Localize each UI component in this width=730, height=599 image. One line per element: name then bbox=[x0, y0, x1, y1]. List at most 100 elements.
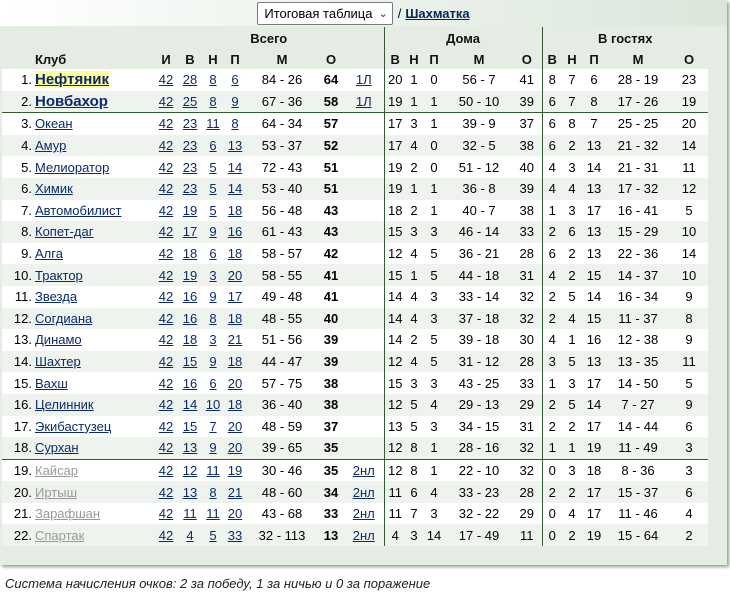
losses-cell-link[interactable]: 18 bbox=[227, 202, 243, 218]
draws-cell-link[interactable]: 8 bbox=[209, 72, 217, 88]
games-cell-link[interactable]: 42 bbox=[158, 289, 174, 305]
losses-cell-link[interactable]: 14 bbox=[227, 181, 243, 197]
losses-cell-link[interactable]: 21 bbox=[227, 332, 243, 348]
games-cell-link[interactable]: 42 bbox=[158, 354, 174, 370]
crosstable-link[interactable]: Шахматка bbox=[405, 5, 470, 21]
games-cell-link[interactable]: 42 bbox=[158, 159, 174, 175]
draws-cell-link[interactable]: 5 bbox=[209, 159, 217, 175]
wins-cell-link[interactable]: 23 bbox=[182, 116, 198, 132]
games-cell-link[interactable]: 42 bbox=[158, 527, 174, 543]
losses-cell-link[interactable]: 16 bbox=[227, 224, 243, 240]
draws-cell-link[interactable]: 8 bbox=[209, 484, 217, 500]
losses-cell-link[interactable]: 13 bbox=[227, 138, 243, 154]
losses-cell-link[interactable]: 19 bbox=[227, 462, 243, 478]
draws-cell-link[interactable]: 5 bbox=[209, 181, 217, 197]
losses-cell-link[interactable]: 18 bbox=[227, 397, 243, 413]
club-name-link[interactable]: Вахш bbox=[35, 375, 68, 391]
draws-cell-link[interactable]: 9 bbox=[209, 440, 217, 456]
draws-cell-link[interactable]: 3 bbox=[209, 332, 217, 348]
draws-cell-link[interactable]: 9 bbox=[209, 289, 217, 305]
wins-cell-link[interactable]: 18 bbox=[182, 332, 198, 348]
division-note-link[interactable]: 2нл bbox=[352, 506, 375, 522]
games-cell-link[interactable]: 42 bbox=[158, 72, 174, 88]
losses-cell-link[interactable]: 9 bbox=[231, 93, 239, 109]
draws-cell-link[interactable]: 11 bbox=[206, 462, 220, 478]
table-view-select[interactable]: Итоговая таблица ⌄ bbox=[257, 1, 393, 25]
wins-cell-link[interactable]: 19 bbox=[182, 202, 198, 218]
wins-cell-link[interactable]: 23 bbox=[182, 159, 198, 175]
club-name-link[interactable]: Амур bbox=[35, 138, 67, 154]
wins-cell-link[interactable]: 25 bbox=[182, 93, 198, 109]
losses-cell-link[interactable]: 18 bbox=[227, 354, 243, 370]
club-name-link[interactable]: Автомобилист bbox=[35, 202, 122, 218]
wins-cell-link[interactable]: 28 bbox=[182, 72, 198, 88]
division-note-link[interactable]: 2нл bbox=[352, 484, 375, 500]
games-cell-link[interactable]: 42 bbox=[158, 181, 174, 197]
games-cell-link[interactable]: 42 bbox=[158, 440, 174, 456]
losses-cell-link[interactable]: 20 bbox=[227, 375, 243, 391]
losses-cell-link[interactable]: 21 bbox=[227, 484, 243, 500]
club-name-link[interactable]: Нефтяник bbox=[35, 71, 109, 89]
draws-cell-link[interactable]: 8 bbox=[209, 93, 217, 109]
club-name-link[interactable]: Зарафшан bbox=[35, 506, 101, 522]
club-name-link[interactable]: Шахтер bbox=[35, 354, 81, 370]
losses-cell-link[interactable]: 14 bbox=[227, 159, 243, 175]
club-name-link[interactable]: Сурхан bbox=[35, 440, 79, 456]
wins-cell-link[interactable]: 4 bbox=[186, 527, 194, 543]
club-name-link[interactable]: Мелиоратор bbox=[35, 159, 110, 175]
club-name-link[interactable]: Океан bbox=[35, 116, 73, 132]
draws-cell-link[interactable]: 6 bbox=[209, 138, 217, 154]
losses-cell-link[interactable]: 18 bbox=[227, 246, 243, 262]
club-name-link[interactable]: Кайсар bbox=[35, 462, 79, 478]
games-cell-link[interactable]: 42 bbox=[158, 267, 174, 283]
games-cell-link[interactable]: 42 bbox=[158, 332, 174, 348]
draws-cell-link[interactable]: 5 bbox=[209, 202, 217, 218]
games-cell-link[interactable]: 42 bbox=[158, 202, 174, 218]
losses-cell-link[interactable]: 20 bbox=[227, 440, 243, 456]
draws-cell-link[interactable]: 11 bbox=[206, 506, 220, 522]
club-name-link[interactable]: Новбахор bbox=[35, 92, 108, 110]
wins-cell-link[interactable]: 15 bbox=[182, 418, 198, 434]
club-name-link[interactable]: Динамо bbox=[35, 332, 82, 348]
draws-cell-link[interactable]: 9 bbox=[209, 224, 217, 240]
club-name-link[interactable]: Целинник bbox=[35, 397, 94, 413]
games-cell-link[interactable]: 42 bbox=[158, 224, 174, 240]
games-cell-link[interactable]: 42 bbox=[158, 138, 174, 154]
club-name-link[interactable]: Копет-даг bbox=[35, 224, 94, 240]
wins-cell-link[interactable]: 13 bbox=[182, 440, 198, 456]
games-cell-link[interactable]: 42 bbox=[158, 310, 174, 326]
losses-cell-link[interactable]: 17 bbox=[227, 289, 243, 305]
club-name-link[interactable]: Звезда bbox=[35, 289, 78, 305]
draws-cell-link[interactable]: 9 bbox=[209, 354, 217, 370]
wins-cell-link[interactable]: 16 bbox=[182, 310, 198, 326]
club-name-link[interactable]: Спартак bbox=[35, 527, 85, 543]
losses-cell-link[interactable]: 6 bbox=[231, 72, 239, 88]
division-note-link[interactable]: 2нл bbox=[352, 462, 375, 478]
games-cell-link[interactable]: 42 bbox=[158, 462, 174, 478]
division-note-link[interactable]: 1Л bbox=[355, 93, 372, 109]
club-name-link[interactable]: Трактор bbox=[35, 267, 83, 283]
losses-cell-link[interactable]: 18 bbox=[227, 310, 243, 326]
wins-cell-link[interactable]: 11 bbox=[183, 506, 197, 522]
losses-cell-link[interactable]: 33 bbox=[227, 527, 243, 543]
wins-cell-link[interactable]: 23 bbox=[182, 138, 198, 154]
draws-cell-link[interactable]: 10 bbox=[205, 397, 221, 413]
games-cell-link[interactable]: 42 bbox=[158, 375, 174, 391]
club-name-link[interactable]: Иртыш bbox=[35, 484, 78, 500]
wins-cell-link[interactable]: 17 bbox=[182, 224, 198, 240]
draws-cell-link[interactable]: 3 bbox=[209, 267, 217, 283]
games-cell-link[interactable]: 42 bbox=[158, 484, 174, 500]
losses-cell-link[interactable]: 20 bbox=[227, 418, 243, 434]
wins-cell-link[interactable]: 13 bbox=[182, 484, 198, 500]
wins-cell-link[interactable]: 19 bbox=[182, 267, 198, 283]
losses-cell-link[interactable]: 8 bbox=[231, 116, 239, 132]
club-name-link[interactable]: Химик bbox=[35, 181, 73, 197]
draws-cell-link[interactable]: 6 bbox=[209, 375, 217, 391]
games-cell-link[interactable]: 42 bbox=[158, 246, 174, 262]
draws-cell-link[interactable]: 11 bbox=[206, 116, 220, 132]
draws-cell-link[interactable]: 7 bbox=[209, 418, 217, 434]
games-cell-link[interactable]: 42 bbox=[158, 506, 174, 522]
wins-cell-link[interactable]: 18 bbox=[182, 246, 198, 262]
draws-cell-link[interactable]: 8 bbox=[209, 310, 217, 326]
wins-cell-link[interactable]: 23 bbox=[182, 181, 198, 197]
